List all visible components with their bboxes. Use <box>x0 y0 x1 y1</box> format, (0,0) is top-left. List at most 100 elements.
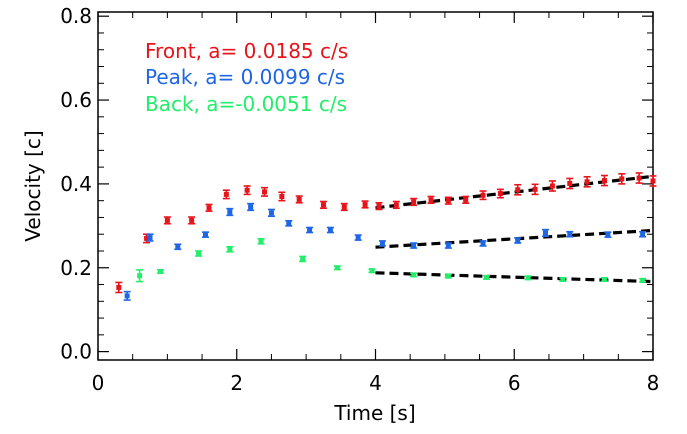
data-point <box>333 265 341 271</box>
point-marker <box>268 210 274 216</box>
data-point <box>548 180 556 192</box>
point-marker <box>515 238 521 244</box>
point-marker <box>605 232 611 238</box>
point-marker <box>341 204 347 210</box>
data-point <box>222 189 230 200</box>
point-marker <box>376 203 382 209</box>
y-tick-label: 0.4 <box>60 172 92 196</box>
data-point <box>410 272 418 278</box>
point-marker <box>244 187 250 193</box>
data-point <box>410 242 418 249</box>
point-marker <box>362 201 368 207</box>
fit-line <box>375 174 654 210</box>
fit-line <box>375 228 654 249</box>
y-axis-title: Velocity [c] <box>21 130 45 241</box>
point-marker <box>640 277 646 283</box>
series-back <box>136 238 647 283</box>
data-point <box>354 234 362 241</box>
point-marker <box>175 244 181 250</box>
data-point <box>392 200 400 210</box>
data-point <box>243 185 251 196</box>
data-point <box>340 202 348 212</box>
data-point <box>479 190 487 201</box>
point-marker <box>584 179 590 185</box>
series-front <box>115 172 657 294</box>
point-marker <box>157 269 163 275</box>
point-marker <box>601 276 607 282</box>
data-point <box>378 240 386 247</box>
point-marker <box>480 240 486 246</box>
data-point <box>319 200 327 210</box>
data-point <box>600 276 608 282</box>
data-point <box>559 276 567 282</box>
data-point <box>285 220 293 227</box>
data-point <box>639 277 647 283</box>
x-tick-label: 4 <box>369 371 382 395</box>
data-point <box>444 242 452 249</box>
data-point <box>326 226 334 234</box>
data-point <box>205 203 213 212</box>
data-point <box>444 273 452 279</box>
data-point <box>427 195 435 204</box>
data-point <box>462 195 470 204</box>
axis-ticks <box>97 12 654 360</box>
x-tick-labels: 0 2 4 6 8 <box>92 371 660 395</box>
data-points <box>115 172 657 301</box>
point-marker <box>320 202 326 208</box>
point-marker <box>445 198 451 204</box>
data-point <box>195 250 203 257</box>
data-point <box>583 175 591 188</box>
point-marker <box>525 275 531 281</box>
point-marker <box>497 191 503 197</box>
x-tick-label: 2 <box>230 371 243 395</box>
point-marker <box>258 238 264 244</box>
y-tick-label: 0.8 <box>60 4 92 28</box>
data-point <box>295 195 303 204</box>
legend-entry-back: Back, a=-0.0051 c/s <box>145 92 347 116</box>
data-point <box>496 188 504 199</box>
y-tick-label: 0.6 <box>60 88 92 112</box>
data-point <box>604 231 612 238</box>
data-point <box>267 208 275 217</box>
point-marker <box>560 276 566 282</box>
x-axis-title: Time [s] <box>333 401 415 425</box>
point-marker <box>248 204 254 210</box>
point-marker <box>227 209 233 215</box>
data-point <box>618 173 626 185</box>
data-point <box>635 172 643 184</box>
y-tick-label: 0.2 <box>60 256 92 280</box>
data-point <box>649 175 657 187</box>
data-point <box>226 245 234 253</box>
fit-lines <box>375 174 654 284</box>
point-marker <box>484 274 489 280</box>
point-marker <box>567 180 573 186</box>
point-marker <box>279 193 285 199</box>
point-marker <box>189 217 195 223</box>
data-point <box>188 216 196 225</box>
point-marker <box>296 196 302 202</box>
data-point <box>115 281 123 294</box>
legend-entry-peak: Peak, a= 0.0099 c/s <box>145 65 345 89</box>
legend: Front, a= 0.0185 c/s Peak, a= 0.0099 c/s… <box>145 39 348 116</box>
data-point <box>368 268 376 274</box>
point-marker <box>379 240 385 246</box>
point-marker <box>515 187 521 193</box>
data-point <box>136 269 144 283</box>
data-point <box>226 207 234 217</box>
point-marker <box>286 220 292 226</box>
data-point <box>531 183 539 196</box>
point-marker <box>532 186 538 192</box>
data-point <box>566 230 574 238</box>
data-point <box>514 237 522 244</box>
point-marker <box>196 251 202 257</box>
data-point <box>261 186 268 197</box>
data-point <box>299 255 307 263</box>
data-point <box>257 238 265 245</box>
point-marker <box>300 256 306 262</box>
point-marker <box>147 235 153 241</box>
point-marker <box>369 268 375 274</box>
x-tick-label: 0 <box>92 371 105 395</box>
point-marker <box>355 235 361 241</box>
point-marker <box>445 273 451 279</box>
